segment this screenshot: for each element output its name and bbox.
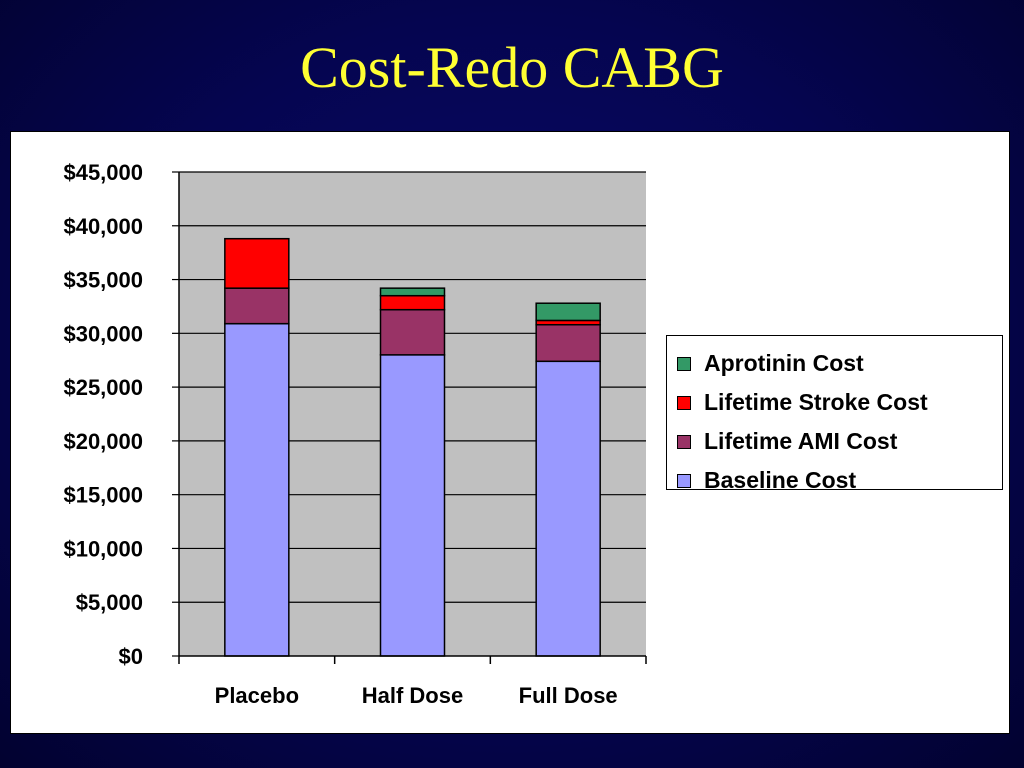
- legend-swatch: [677, 395, 691, 410]
- x-tick-label: Full Dose: [519, 683, 618, 708]
- y-tick-label: $10,000: [63, 536, 143, 561]
- bar-segment-lifetime-ami-cost: [535, 323, 601, 363]
- bar-segment-lifetime-stroke-cost: [379, 294, 446, 311]
- x-tick-label: Placebo: [215, 683, 299, 708]
- bar-segment-baseline-cost: [224, 322, 290, 657]
- y-tick-label: $40,000: [63, 214, 143, 239]
- legend-swatch: [677, 473, 691, 488]
- legend-item: Aprotinin Cost: [677, 344, 1002, 383]
- legend-label: Baseline Cost: [704, 467, 857, 493]
- y-tick-label: $5,000: [76, 590, 143, 615]
- axes: $0 $5,000 $10,000 $15,000 $20,000 $25,000 $30,…: [63, 160, 647, 708]
- chart-panel: $0 $5,000 $10,000 $15,000 $20,000 $25,000 $30,…: [10, 131, 1010, 734]
- y-tick-label: $25,000: [63, 375, 143, 400]
- bar-segment-lifetime-ami-cost: [379, 308, 446, 356]
- y-tick-label: $20,000: [63, 429, 143, 454]
- bar-segment-lifetime-ami-cost: [224, 287, 290, 325]
- legend-item: Lifetime AMI Cost: [677, 422, 1002, 461]
- stacked-bar-chart: $0 $5,000 $10,000 $15,000 $20,000 $25,000 $30,…: [63, 160, 647, 708]
- legend-item: Lifetime Stroke Cost: [677, 383, 1002, 422]
- legend-item: Baseline Cost: [677, 461, 1002, 500]
- legend-swatch: [677, 356, 691, 371]
- x-tick-label: Half Dose: [362, 683, 463, 708]
- y-tick-label: $35,000: [63, 268, 143, 293]
- legend-label: Lifetime Stroke Cost: [704, 389, 928, 415]
- legend-label: Aprotinin Cost: [704, 350, 864, 376]
- legend-swatch: [677, 434, 691, 449]
- slide-title: Cost-Redo CABG: [300, 35, 724, 100]
- bar-segment-aprotinin-cost: [535, 302, 601, 322]
- bar-segment-baseline-cost: [535, 360, 601, 657]
- bar-segment-lifetime-stroke-cost: [224, 237, 290, 289]
- y-tick-label: $45,000: [63, 160, 143, 185]
- y-tick-label: $30,000: [63, 321, 143, 346]
- bar-segment-aprotinin-cost: [379, 287, 446, 297]
- legend-label: Lifetime AMI Cost: [704, 428, 898, 454]
- bars: [224, 237, 601, 657]
- y-tick-label: $15,000: [63, 483, 143, 508]
- bar-segment-baseline-cost: [379, 354, 446, 657]
- y-tick-label: $0: [119, 644, 143, 669]
- chart-legend: Aprotinin Cost Lifetime Stroke Cost Lifeti…: [666, 335, 1003, 493]
